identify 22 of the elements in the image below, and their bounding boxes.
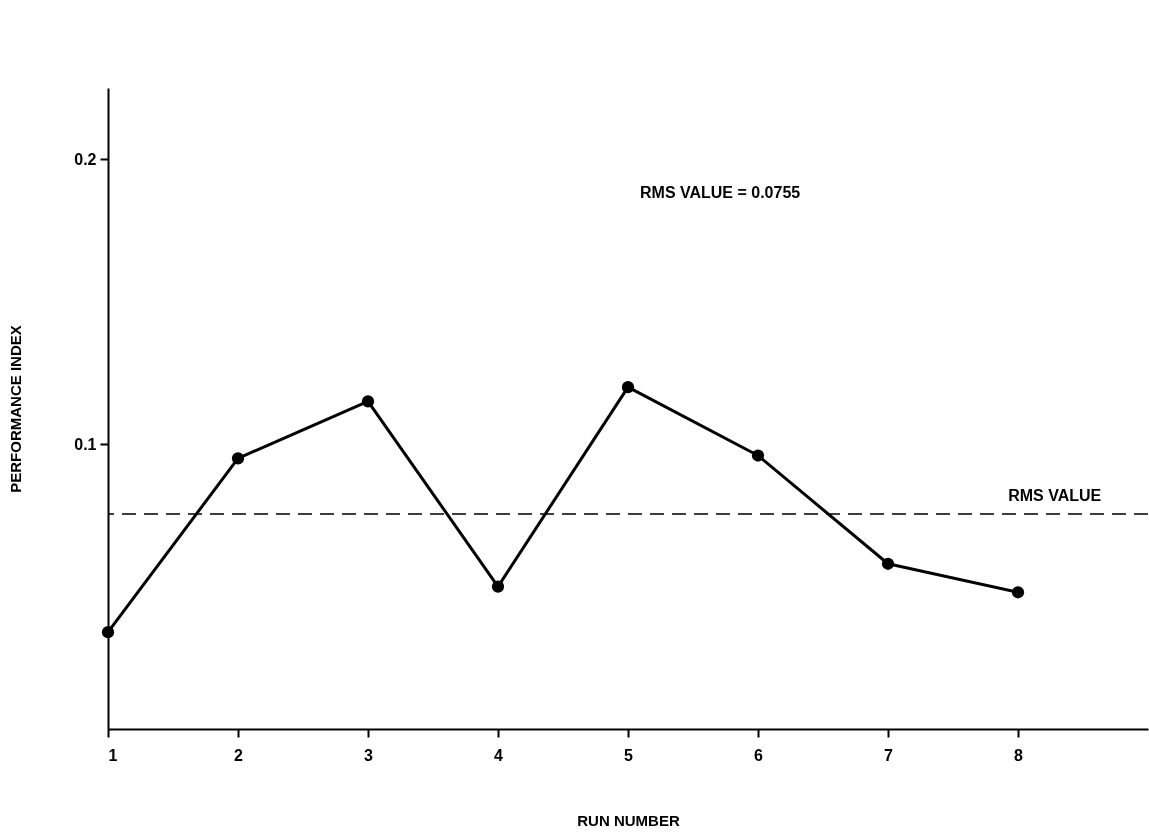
y-tick-label: 0.2 (74, 150, 97, 168)
x-tick-label: 1 (108, 746, 118, 764)
x-axis-title: RUN NUMBER (577, 811, 680, 829)
point (621, 381, 635, 394)
x-tick-label: 2 (234, 746, 244, 764)
x-tick-label: 6 (754, 746, 764, 764)
annotation: RMS VALUE = 0.0755 (640, 184, 801, 201)
point (101, 626, 115, 639)
point (881, 557, 895, 570)
point (751, 449, 765, 462)
x-tick-label: 7 (884, 746, 894, 764)
x-tick-label: 8 (1014, 746, 1024, 764)
y-axis-title: PERFORMANCE INDEX (7, 325, 25, 493)
point (361, 395, 375, 408)
y-tick-label: 0.1 (74, 435, 97, 453)
point (1011, 586, 1025, 599)
ref-line-label: RMS VALUE (1008, 486, 1102, 504)
x-tick-label: 5 (624, 746, 634, 764)
x-tick-label: 3 (364, 746, 374, 764)
point (491, 580, 505, 593)
x-tick-label: 4 (494, 746, 504, 764)
point (231, 452, 245, 465)
